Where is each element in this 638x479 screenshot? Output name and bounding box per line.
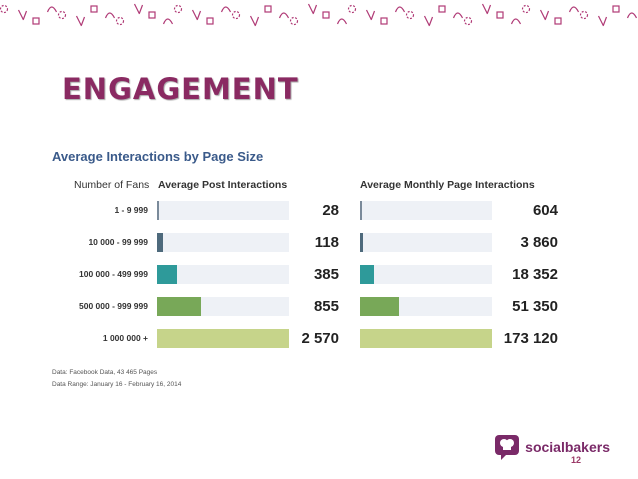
pattern-doodle — [322, 11, 330, 19]
chef-hat-icon — [495, 435, 520, 460]
pattern-doodle — [380, 17, 388, 25]
pattern-doodle — [612, 5, 620, 13]
pattern-doodle — [46, 6, 58, 13]
bar-value-label: 173 120 — [503, 330, 558, 347]
fans-range-label: 100 000 - 499 999 — [78, 269, 148, 279]
pattern-doodle — [75, 15, 86, 27]
pattern-doodle — [510, 18, 522, 25]
interactions-chart: Average Interactions by Page Size Number… — [50, 145, 590, 395]
bar-track — [360, 201, 492, 220]
brand-name: socialbakers — [525, 439, 610, 455]
pattern-doodle — [231, 10, 241, 20]
pattern-doodle — [289, 16, 299, 26]
bar-value-label: 18 352 — [512, 266, 558, 283]
fans-column-header: Number of Fans — [74, 179, 150, 191]
bar — [360, 297, 400, 316]
pattern-doodle — [162, 18, 174, 25]
bar-track — [360, 329, 492, 348]
slide-title: ENGAGEMENT — [62, 72, 299, 106]
bar-value-label: 51 350 — [512, 298, 558, 315]
bar-track — [157, 265, 289, 284]
pattern-doodle — [554, 17, 562, 25]
pattern-doodle — [336, 18, 348, 25]
pattern-doodle — [452, 12, 464, 19]
pattern-doodle — [597, 15, 608, 27]
bar-value-label: 2 570 — [301, 330, 339, 347]
fans-range-label: 10 000 - 99 999 — [88, 237, 148, 247]
pattern-doodle — [521, 4, 531, 14]
bar-track — [360, 297, 492, 316]
pattern-doodle — [438, 5, 446, 13]
pattern-doodle — [423, 15, 434, 27]
pattern-doodle — [539, 9, 550, 21]
pattern-doodle — [365, 9, 376, 21]
bar-value-label: 385 — [313, 266, 339, 283]
bar — [157, 233, 164, 252]
pattern-doodle — [32, 17, 40, 25]
bar — [157, 265, 177, 284]
pattern-doodle — [568, 6, 580, 13]
pattern-doodle — [481, 3, 492, 15]
bar-track — [157, 329, 289, 348]
bar-value-label: 855 — [313, 298, 339, 315]
page-number: 12 — [571, 455, 582, 465]
pattern-doodle — [173, 4, 183, 14]
pattern-doodle — [626, 12, 638, 19]
bar-track — [157, 233, 289, 252]
bar-track — [360, 265, 492, 284]
pattern-doodle — [133, 3, 144, 15]
pattern-doodle — [463, 16, 473, 26]
pattern-doodle — [206, 17, 214, 25]
pattern-doodle — [405, 10, 415, 20]
pattern-doodle — [191, 9, 202, 21]
pattern-doodle — [220, 6, 232, 13]
monthly-interactions-header: Average Monthly Page Interactions — [360, 179, 535, 191]
pattern-doodle — [579, 10, 589, 20]
footnote-data-source: Data: Facebook Data, 43 465 Pages — [52, 369, 158, 376]
pattern-doodle — [496, 11, 504, 19]
pattern-doodle — [0, 4, 9, 14]
bar-track — [157, 297, 289, 316]
bar — [360, 265, 374, 284]
socialbakers-logo: socialbakers — [495, 433, 610, 461]
fans-range-label: 1 000 000 + — [102, 333, 148, 343]
bar-track — [157, 201, 289, 220]
bar — [360, 329, 492, 348]
post-interactions-header: Average Post Interactions — [158, 179, 288, 191]
fans-range-label: 1 - 9 999 — [114, 205, 148, 215]
bar — [157, 297, 201, 316]
pattern-doodle — [264, 5, 272, 13]
chart-title: Average Interactions by Page Size — [52, 149, 264, 164]
pattern-doodle — [249, 15, 260, 27]
pattern-doodle — [394, 6, 406, 13]
bar — [157, 329, 289, 348]
pattern-doodle — [104, 12, 116, 19]
footnote-date-range: Data Range: January 16 - February 16, 20… — [52, 381, 182, 388]
bar-track — [360, 233, 492, 252]
bar — [360, 233, 363, 252]
pattern-doodle — [17, 9, 28, 21]
bar — [360, 201, 362, 220]
fans-range-label: 500 000 - 999 999 — [78, 301, 148, 311]
bar-value-label: 28 — [322, 202, 339, 219]
decorative-pattern-band — [0, 3, 638, 27]
bar-value-label: 118 — [314, 234, 339, 251]
pattern-doodle — [115, 16, 125, 26]
pattern-doodle — [307, 3, 318, 15]
pattern-doodle — [57, 10, 67, 20]
bar-value-label: 3 860 — [520, 234, 558, 251]
bar-value-label: 604 — [532, 202, 558, 219]
bar — [157, 201, 159, 220]
pattern-doodle — [347, 4, 357, 14]
pattern-doodle — [278, 12, 290, 19]
pattern-doodle — [90, 5, 98, 13]
pattern-doodle — [148, 11, 156, 19]
